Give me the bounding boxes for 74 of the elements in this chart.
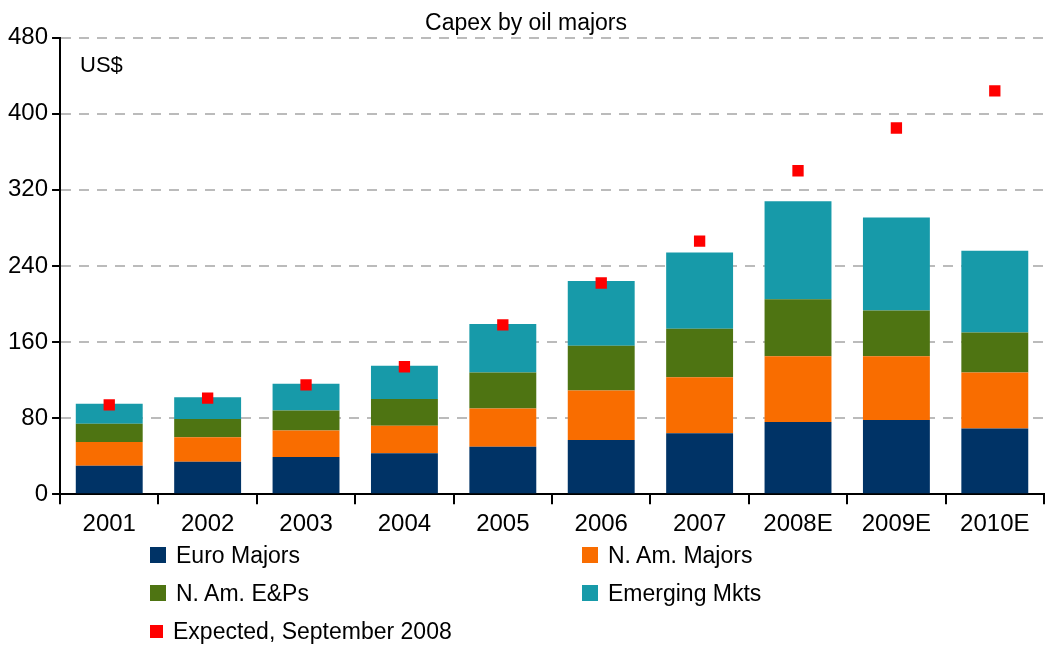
bar	[272, 430, 340, 458]
bar	[370, 399, 438, 426]
legend-label: Euro Majors	[175, 540, 301, 570]
bar	[567, 345, 635, 391]
bar	[567, 281, 635, 346]
bar	[469, 323, 537, 373]
bar	[666, 433, 734, 494]
bar	[370, 365, 438, 400]
bar	[666, 328, 734, 378]
bar	[764, 201, 832, 300]
bar	[370, 453, 438, 494]
legend-label: Emerging Mkts	[607, 578, 763, 608]
annotation: US$	[80, 51, 123, 77]
bar	[666, 377, 734, 434]
bar	[862, 420, 930, 494]
x-tick-label: 2003	[279, 509, 333, 537]
y-tick-label: 480	[8, 22, 49, 50]
y-tick-label: 240	[8, 250, 49, 278]
bar	[567, 390, 635, 440]
bar	[764, 299, 832, 357]
bar	[272, 457, 340, 494]
point	[890, 122, 903, 134]
x-tick-label: 2002	[180, 509, 235, 537]
y-tick-label: 160	[8, 326, 49, 354]
bar	[961, 428, 1029, 494]
chart-title: Capex by oil majors	[425, 9, 627, 36]
y-tick-label: 320	[8, 174, 49, 202]
point	[103, 399, 115, 411]
bar	[961, 332, 1029, 373]
y-tick-label: 80	[21, 402, 49, 430]
legend-label: N. Am. E&Ps	[175, 578, 310, 608]
point	[989, 85, 1001, 97]
point	[693, 235, 706, 247]
x-tick-label: 2009E	[861, 509, 932, 537]
bar	[666, 252, 734, 329]
bar	[469, 446, 537, 494]
bar	[174, 397, 242, 420]
point	[792, 165, 804, 177]
bar	[174, 461, 242, 494]
point	[497, 319, 509, 331]
bar	[469, 372, 537, 409]
y-tick-label: 0	[34, 478, 49, 506]
bar	[75, 465, 143, 494]
point	[595, 277, 607, 289]
x-tick-label: 2001	[82, 509, 136, 537]
x-tick-label: 2005	[476, 509, 530, 537]
bar	[272, 410, 340, 431]
bar	[174, 419, 242, 438]
bar	[272, 383, 340, 411]
bar	[469, 408, 537, 447]
bar	[370, 425, 438, 454]
x-tick-label: 2010E	[960, 509, 1030, 537]
x-tick-label: 2008E	[763, 509, 833, 537]
bar	[764, 421, 832, 494]
bar	[75, 441, 143, 466]
bar	[961, 372, 1029, 429]
bar	[862, 310, 930, 357]
point	[398, 361, 411, 373]
legend-label: Expected, September 2008	[172, 616, 453, 646]
bar	[961, 250, 1029, 333]
bar	[75, 423, 143, 442]
x-tick-label: 2007	[672, 509, 727, 537]
y-tick-label: 400	[8, 98, 49, 126]
x-tick-label: 2006	[574, 509, 628, 537]
legend-label: N. Am. Majors	[607, 540, 754, 570]
bar	[862, 217, 930, 311]
bar	[764, 356, 832, 422]
x-tick-label: 2004	[377, 509, 432, 537]
bar	[174, 437, 242, 462]
bar	[75, 403, 143, 424]
point	[300, 379, 312, 391]
point	[201, 392, 214, 404]
bar	[567, 439, 635, 494]
bar	[862, 356, 930, 420]
